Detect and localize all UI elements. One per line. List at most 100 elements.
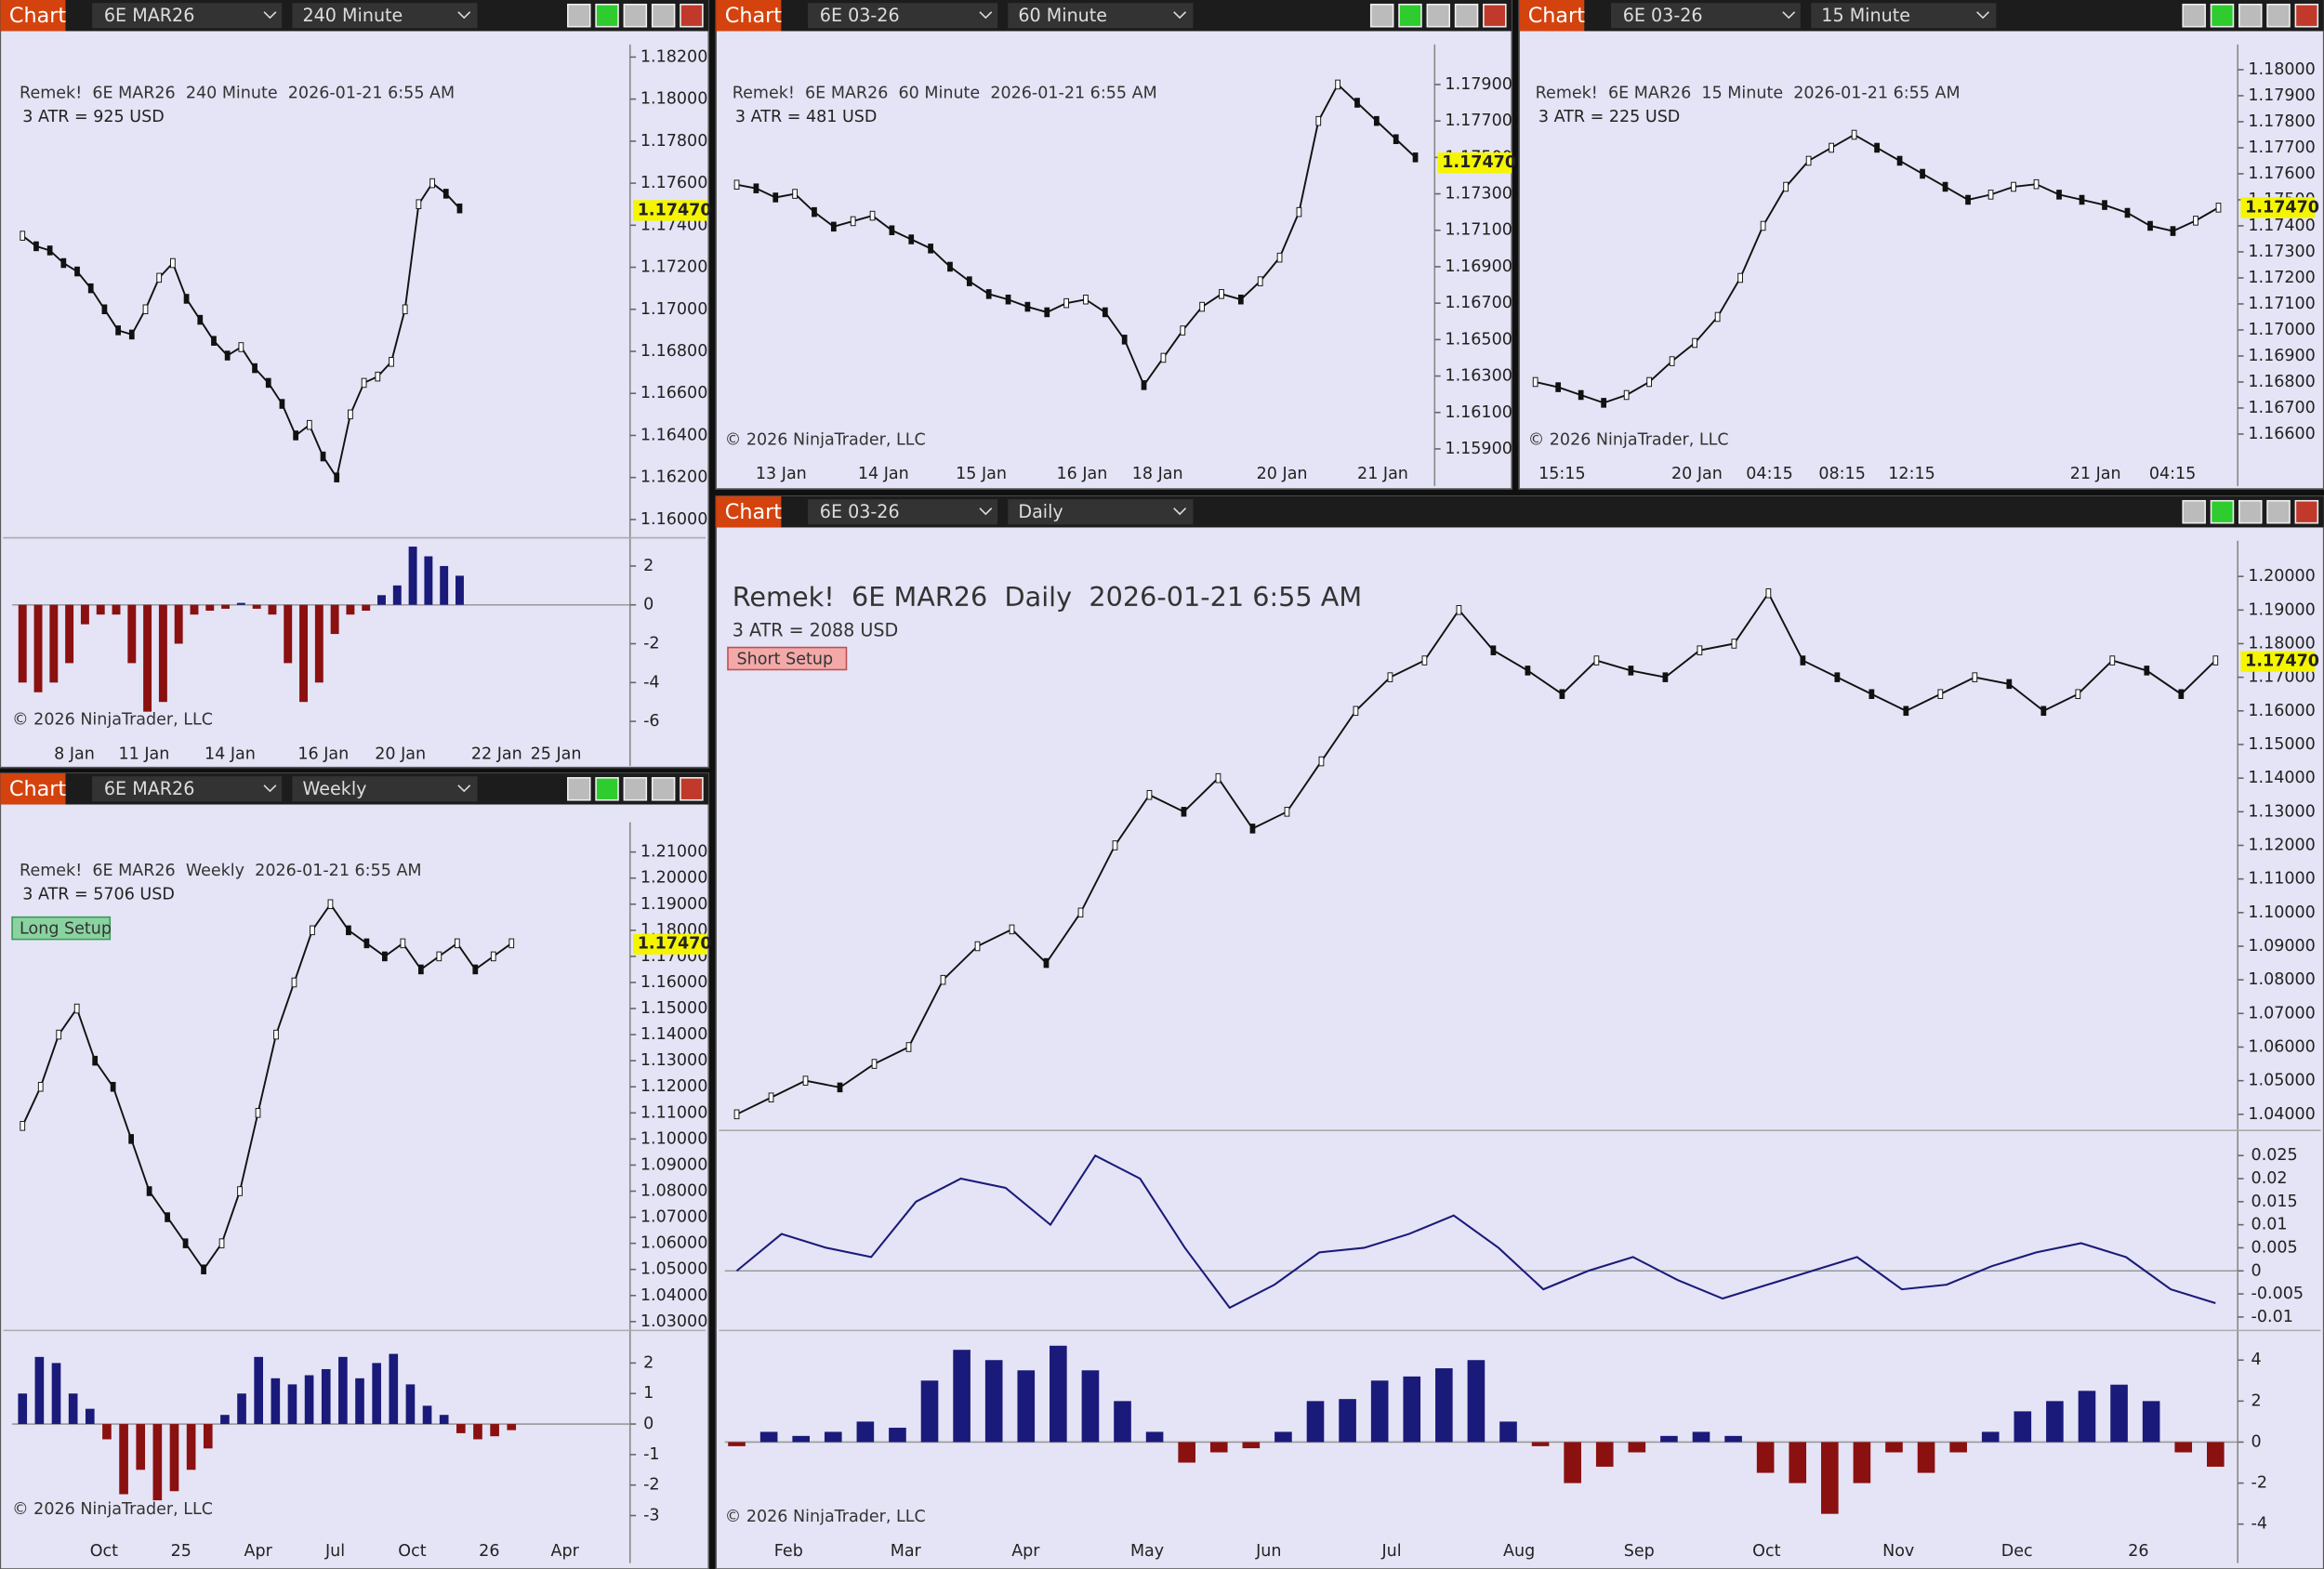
window-button[interactable] — [2182, 499, 2206, 524]
window-button[interactable] — [2266, 499, 2291, 524]
chart-tab[interactable] — [716, 0, 782, 32]
candle — [2144, 666, 2150, 676]
candle — [1800, 655, 1806, 666]
window-button[interactable] — [2294, 3, 2319, 28]
histogram-bar — [1050, 1345, 1067, 1443]
window-button[interactable] — [1454, 3, 1479, 28]
dropdown-arrow — [1782, 11, 1796, 20]
chart-tab-label[interactable]: Chart — [9, 777, 67, 801]
histogram-bar — [1628, 1442, 1646, 1453]
window-button[interactable] — [567, 3, 591, 28]
histogram-bar — [127, 604, 137, 664]
window-button[interactable] — [2182, 3, 2206, 28]
candle — [60, 257, 67, 269]
interval-dropdown[interactable] — [292, 776, 478, 802]
window-button[interactable] — [680, 3, 704, 28]
chart-tab-label[interactable]: Chart — [1528, 4, 1586, 28]
time-axis-label: 08:15 — [1818, 465, 1865, 483]
window-button[interactable] — [2238, 3, 2263, 28]
window-button[interactable] — [1483, 3, 1507, 28]
window-button[interactable] — [1398, 3, 1422, 28]
histogram-bar — [254, 1356, 264, 1425]
dropdown-arrow — [979, 11, 993, 20]
chart-tab[interactable] — [1519, 0, 1585, 32]
time-axis-label: 16 Jan — [1056, 465, 1107, 483]
histogram-bar — [1564, 1442, 1581, 1483]
window-button[interactable] — [1426, 3, 1451, 28]
pane-tick-label: 2 — [2251, 1391, 2262, 1410]
instrument-dropdown[interactable] — [808, 3, 998, 29]
chart-tab[interactable] — [0, 773, 66, 805]
candle — [871, 1059, 878, 1069]
window-button[interactable] — [2294, 499, 2319, 524]
instrument-label[interactable]: 6E MAR26 — [104, 5, 194, 26]
time-axis-label: 15:15 — [1538, 465, 1585, 483]
candle — [1805, 155, 1812, 166]
chart-tab-label[interactable]: Chart — [9, 4, 67, 28]
window-button[interactable] — [2210, 3, 2235, 28]
window-button[interactable] — [2238, 499, 2263, 524]
candle — [265, 377, 271, 389]
window-button[interactable] — [567, 777, 591, 801]
time-axis-label: 8 Jan — [54, 745, 95, 763]
histogram-bar — [824, 1431, 842, 1443]
price-tick-label: 1.06000 — [640, 1234, 707, 1253]
candle — [1318, 756, 1325, 767]
candle — [255, 1108, 261, 1118]
price-tick-label: 1.08000 — [2248, 970, 2315, 989]
candle — [237, 1186, 243, 1196]
histogram-bar — [152, 1424, 163, 1501]
window-button[interactable] — [680, 777, 704, 801]
histogram-bar — [728, 1442, 746, 1446]
window-button[interactable] — [623, 777, 648, 801]
candle — [2178, 689, 2185, 699]
panel-background — [715, 495, 2324, 1569]
instrument-label[interactable]: 6E MAR26 — [104, 778, 194, 799]
instrument-dropdown[interactable] — [808, 499, 998, 525]
instrument-dropdown[interactable] — [92, 776, 283, 802]
candle — [889, 225, 895, 236]
window-button[interactable] — [595, 777, 619, 801]
price-tick-label: 1.17300 — [2248, 243, 2315, 261]
chart-tab[interactable] — [716, 495, 782, 528]
instrument-label[interactable]: 6E 03-26 — [820, 501, 900, 522]
panel-background — [715, 0, 1512, 490]
candle — [327, 899, 334, 910]
interval-label[interactable]: Daily — [1018, 501, 1063, 522]
histogram-bar — [268, 604, 277, 615]
interval-label[interactable]: 240 Minute — [303, 5, 403, 26]
histogram-bar — [51, 1363, 61, 1425]
window-button[interactable] — [651, 3, 676, 28]
histogram-bar — [33, 604, 43, 692]
window-button[interactable] — [2266, 3, 2291, 28]
interval-dropdown[interactable] — [292, 3, 478, 29]
chart-tab-label[interactable]: Chart — [725, 4, 783, 28]
histogram-bar — [377, 595, 386, 605]
interval-label[interactable]: Weekly — [303, 778, 367, 799]
window-button[interactable] — [623, 3, 648, 28]
interval-label[interactable]: 15 Minute — [1821, 5, 1910, 26]
time-axis-label: 25 Jan — [531, 745, 582, 763]
chart-title: Remek! 6E MAR26 Daily 2026-01-21 6:55 AM — [733, 581, 1362, 613]
window-button[interactable] — [2210, 499, 2235, 524]
interval-label[interactable]: 60 Minute — [1018, 5, 1107, 26]
instrument-dropdown[interactable] — [1610, 3, 1801, 29]
window-button[interactable] — [1369, 3, 1394, 28]
candle — [2102, 200, 2107, 210]
interval-dropdown[interactable] — [1811, 3, 1997, 29]
interval-dropdown[interactable] — [1008, 3, 1194, 29]
candle — [402, 304, 408, 315]
histogram-bar — [205, 604, 215, 612]
candle — [1965, 194, 1971, 205]
instrument-label[interactable]: 6E 03-26 — [1623, 5, 1703, 26]
candle — [1760, 220, 1766, 231]
instrument-dropdown[interactable] — [92, 3, 283, 29]
window-button[interactable] — [595, 3, 619, 28]
interval-dropdown[interactable] — [1008, 499, 1194, 525]
window-button[interactable] — [651, 777, 676, 801]
price-tick-label: 1.17900 — [2248, 86, 2315, 105]
chart-tab[interactable] — [0, 0, 66, 32]
histogram-bar — [1339, 1399, 1356, 1443]
chart-tab-label[interactable]: Chart — [725, 500, 783, 524]
instrument-label[interactable]: 6E 03-26 — [820, 5, 900, 26]
